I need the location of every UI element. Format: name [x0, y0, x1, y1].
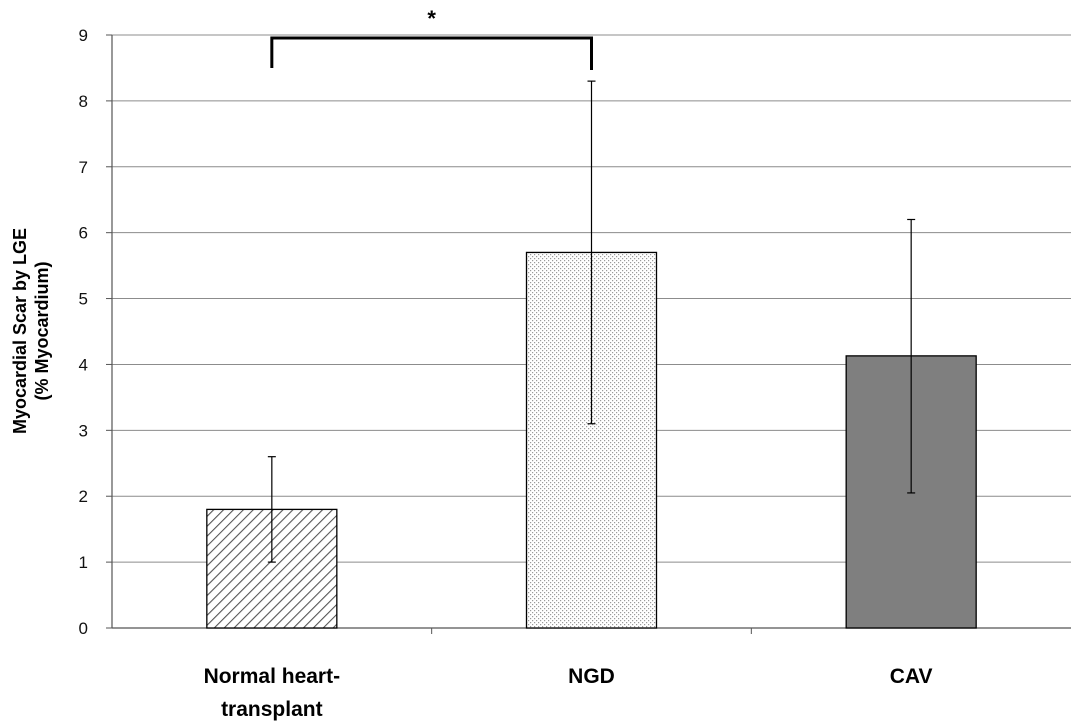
- y-tick-label: 5: [79, 290, 88, 309]
- significance-bracket: [270, 36, 593, 70]
- y-tick-label: 9: [79, 26, 88, 45]
- x-category-label: NGD: [568, 665, 615, 688]
- y-tick-label: 3: [79, 421, 88, 440]
- x-category-label: Normal heart-transplant: [204, 665, 341, 721]
- y-tick-label: 4: [79, 355, 88, 374]
- y-axis-title: Myocardial Scar by LGE (% Myocardium): [10, 228, 52, 434]
- y-tick-label: 7: [79, 158, 88, 177]
- x-category-label-line: NGD: [568, 665, 615, 688]
- x-category-label-line: transplant: [221, 698, 323, 721]
- y-tick-label: 1: [79, 553, 88, 572]
- significance-marker: *: [427, 6, 436, 31]
- y-tick-label: 8: [79, 92, 88, 111]
- error-bars: [267, 80, 916, 563]
- labels: 0 1 2 3 4 5 6 7 8 9 Normal heart-transplant NGD CAV M…: [10, 26, 933, 721]
- y-tick-label: 6: [79, 224, 88, 243]
- y-tick-label: 2: [79, 487, 88, 506]
- significance-annotation: *: [270, 6, 593, 70]
- x-category-label-line: Normal heart-: [204, 665, 341, 688]
- y-axis-title-line: (% Myocardium): [32, 261, 52, 400]
- y-axis-title-line: Myocardial Scar by LGE: [10, 228, 30, 434]
- x-category-label-line: CAV: [890, 665, 933, 688]
- y-tick-label: 0: [79, 619, 88, 638]
- x-category-label: CAV: [890, 665, 933, 688]
